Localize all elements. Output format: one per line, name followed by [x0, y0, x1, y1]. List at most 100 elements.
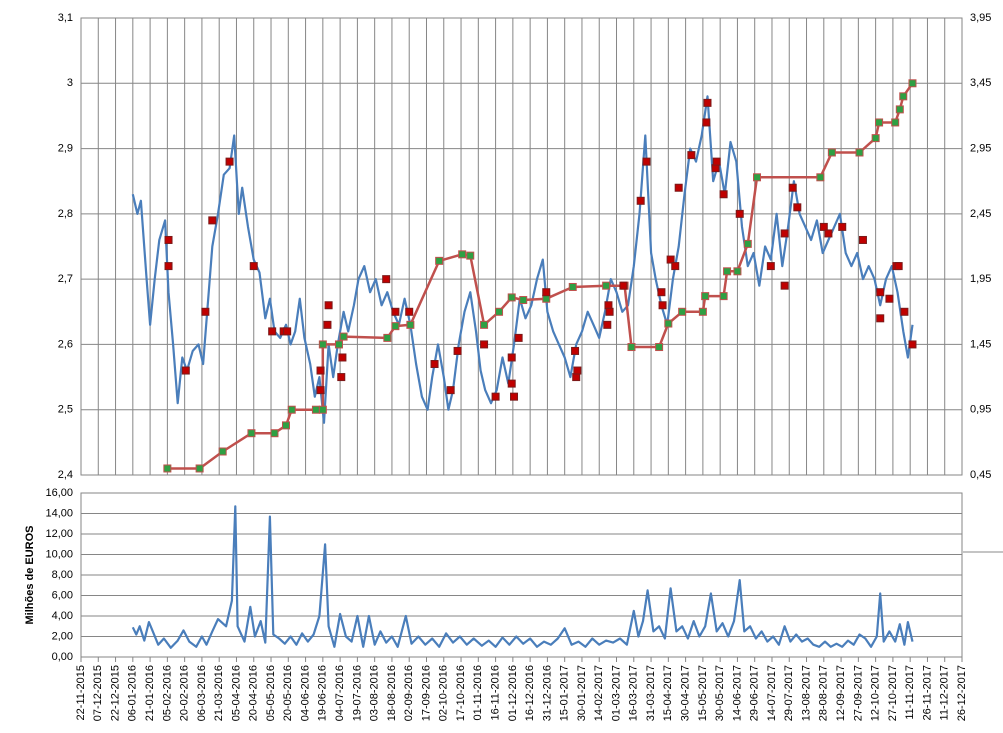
y-tick-label: 2,5	[58, 404, 73, 416]
y-tick-label: 3,1	[58, 12, 73, 24]
marker	[827, 148, 836, 157]
marker	[895, 105, 904, 114]
marker	[542, 288, 551, 297]
marker	[899, 92, 908, 101]
marker	[316, 386, 325, 395]
x-tick-label: 14-02-2017	[593, 665, 605, 721]
marker	[383, 333, 392, 342]
marker	[391, 307, 400, 316]
marker	[619, 281, 628, 290]
x-tick-label: 22-12-2015	[109, 665, 121, 721]
marker	[507, 353, 516, 362]
y-tick-label: 12,00	[45, 528, 73, 540]
y2-tick-label: 0,95	[970, 404, 991, 416]
y2-tick-label: 0,45	[970, 469, 991, 481]
marker	[225, 157, 234, 166]
marker	[164, 235, 173, 244]
marker	[334, 340, 343, 349]
marker	[711, 164, 720, 173]
x-tick-label: 05-05-2016	[265, 665, 277, 721]
x-tick-label: 12-09-2017	[835, 665, 847, 721]
x-tick-label: 03-08-2016	[369, 665, 381, 721]
marker	[655, 343, 664, 352]
marker	[891, 118, 900, 127]
x-tick-label: 06-01-2016	[127, 665, 139, 721]
x-tick-label: 31-12-2016	[541, 665, 553, 721]
marker	[542, 294, 551, 303]
marker	[605, 307, 614, 316]
marker	[894, 262, 903, 271]
marker	[318, 340, 327, 349]
marker	[642, 157, 651, 166]
x-tick-label: 07-12-2015	[92, 665, 104, 721]
marker	[674, 183, 683, 192]
marker	[466, 251, 475, 260]
x-tick-label: 14-07-2017	[766, 665, 778, 721]
marker	[793, 203, 802, 212]
marker	[743, 239, 752, 248]
marker	[382, 275, 391, 284]
x-tick-label: 02-10-2016	[438, 665, 450, 721]
series-line	[131, 95, 914, 424]
y2-tick-label: 2,45	[970, 208, 991, 220]
y-tick-label: 2,00	[52, 630, 73, 642]
marker	[201, 307, 210, 316]
x-tick-label: 30-05-2017	[714, 665, 726, 721]
marker	[163, 464, 172, 473]
y-tick-label: 0,00	[52, 651, 73, 663]
marker	[453, 346, 462, 355]
x-tick-label: 05-04-2016	[230, 665, 242, 721]
marker	[435, 256, 444, 265]
marker	[824, 229, 833, 238]
marker	[603, 320, 612, 329]
marker	[507, 379, 516, 388]
x-tick-label: 11-11-2017	[904, 665, 916, 720]
x-tick-label: 01-11-2016	[472, 665, 484, 720]
marker	[181, 366, 190, 375]
marker	[602, 281, 611, 290]
x-tick-label: 20-05-2016	[282, 665, 294, 721]
marker	[510, 392, 519, 401]
marker	[908, 340, 917, 349]
marker	[687, 151, 696, 160]
y2-tick-label: 1,45	[970, 338, 991, 350]
x-tick-label: 21-01-2016	[144, 665, 156, 721]
marker	[507, 293, 516, 302]
marker	[723, 267, 732, 276]
marker	[573, 366, 582, 375]
marker	[698, 307, 707, 316]
marker	[391, 322, 400, 331]
y2-tick-label: 1,95	[970, 273, 991, 285]
x-tick-label: 16-12-2016	[524, 665, 536, 721]
x-tick-label: 20-04-2016	[248, 665, 260, 721]
marker	[719, 190, 728, 199]
marker	[316, 366, 325, 375]
y2-tick-label: 3,95	[970, 12, 991, 24]
y-tick-label: 10,00	[45, 548, 73, 560]
marker	[871, 134, 880, 143]
x-tick-label: 17-09-2016	[420, 665, 432, 721]
y-tick-label: 2,9	[58, 142, 73, 154]
marker	[164, 262, 173, 271]
y-tick-label: 2,6	[58, 338, 73, 350]
x-tick-label: 19-06-2016	[317, 665, 329, 721]
marker	[572, 373, 581, 382]
x-tick-label: 28-08-2017	[818, 665, 830, 721]
x-tick-label: 15-04-2017	[662, 665, 674, 721]
marker	[270, 429, 279, 438]
x-tick-label: 16-11-2016	[489, 665, 501, 720]
marker	[195, 464, 204, 473]
x-tick-label: 13-08-2017	[800, 665, 812, 721]
x-tick-label: 29-07-2017	[783, 665, 795, 721]
marker	[247, 429, 256, 438]
marker	[571, 346, 580, 355]
marker	[855, 148, 864, 157]
x-tick-label: 01-12-2016	[507, 665, 519, 721]
marker	[568, 282, 577, 291]
marker	[268, 327, 277, 336]
marker	[816, 173, 825, 182]
marker	[753, 173, 762, 182]
marker	[678, 307, 687, 316]
x-tick-label: 26-11-2017	[921, 665, 933, 720]
